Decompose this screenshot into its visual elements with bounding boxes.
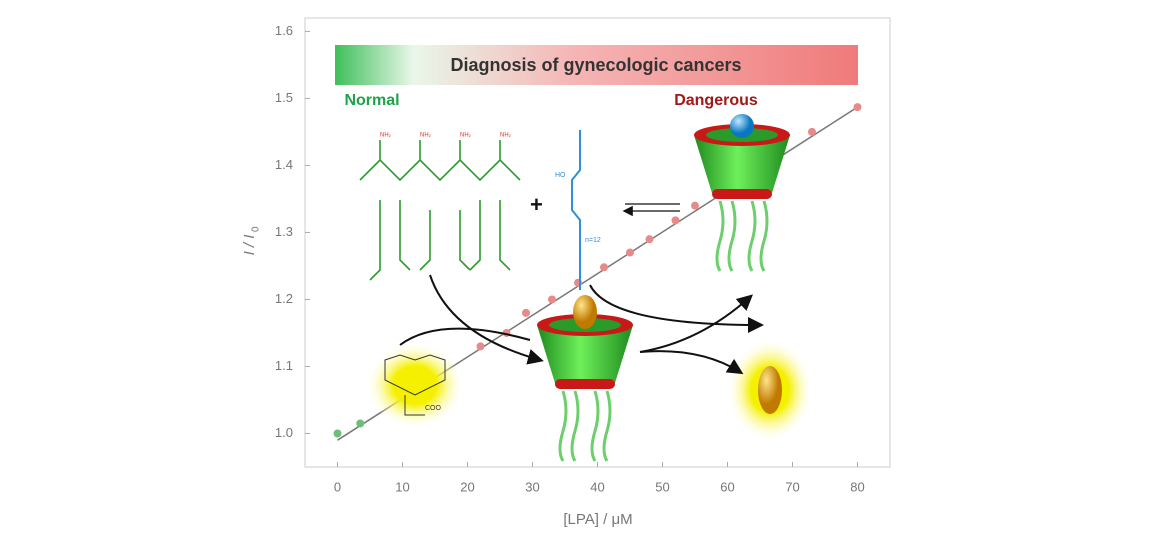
svg-text:+: + (530, 192, 543, 217)
molecule-label: COO (425, 405, 442, 412)
molecule-label: HO (555, 172, 566, 179)
data-point (626, 248, 634, 257)
x-tick-label: 20 (460, 479, 474, 494)
x-tick-label: 60 (720, 479, 734, 494)
data-point (645, 235, 654, 244)
illustration: NH₂ NH₂ NH₂ NH₂ + HO n=12 COO (359, 114, 812, 463)
y-tick-label: 1.5 (275, 90, 293, 105)
y-tick-label: 1.4 (275, 157, 293, 172)
banner-text: Diagnosis of gynecologic cancers (450, 55, 741, 75)
dangerous-label: Dangerous (674, 92, 758, 109)
svg-text:NH₂: NH₂ (420, 133, 432, 139)
y-tick-label: 1.0 (275, 425, 293, 440)
x-tick-label: 0 (334, 479, 341, 494)
y-tick-label: 1.1 (275, 358, 293, 373)
y-axis-title-sub: 0 (251, 226, 262, 232)
y-tick-label: 1.3 (275, 224, 293, 239)
x-tick-label: 30 (525, 479, 539, 494)
x-tick-label: 70 (785, 479, 799, 494)
data-point (691, 201, 699, 210)
x-tick-label: 10 (395, 479, 409, 494)
data-point (853, 103, 862, 112)
data-point (671, 216, 680, 225)
normal-label: Normal (344, 92, 399, 109)
y-axis-title: I / I 0 (241, 226, 262, 255)
data-point (522, 308, 530, 317)
svg-text:NH₂: NH₂ (460, 133, 472, 139)
svg-text:NH₂: NH₂ (380, 133, 392, 139)
y-tick-label: 1.6 (275, 23, 293, 38)
data-point (600, 263, 608, 272)
svg-text:NH₂: NH₂ (500, 133, 512, 139)
banner (335, 45, 858, 85)
data-point (333, 429, 342, 438)
y-axis-title-text: I / I (241, 235, 258, 256)
data-point (548, 295, 556, 304)
molecule-label: n=12 (585, 237, 601, 244)
x-tick-label: 40 (590, 479, 604, 494)
y-tick-label: 1.2 (275, 291, 293, 306)
data-point (476, 342, 485, 351)
data-point (808, 127, 816, 136)
x-tick-label: 80 (850, 479, 864, 494)
x-axis-title: [LPA] / μM (563, 511, 632, 528)
x-tick-label: 50 (655, 479, 669, 494)
data-point (356, 419, 365, 428)
